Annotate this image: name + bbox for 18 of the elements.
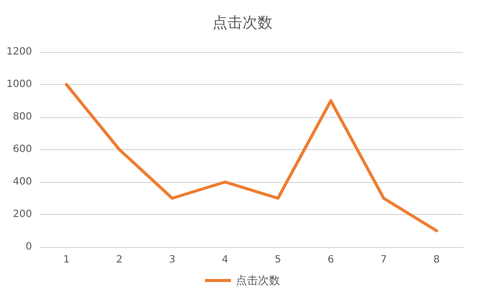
chart-title: 点击次数: [212, 14, 272, 32]
y-tick-label: 800: [12, 112, 32, 122]
x-tick-label: 1: [63, 254, 70, 266]
line-series: [64, 83, 438, 232]
y-tick-label: 1000: [6, 79, 32, 90]
x-tick-label: 5: [274, 254, 282, 266]
y-tick-label: 600: [12, 144, 32, 155]
x-tick-label: 8: [433, 254, 440, 266]
x-tick-label: 2: [116, 254, 122, 266]
y-tick-label: 0: [26, 242, 32, 252]
y-tick-label: 400: [12, 176, 32, 188]
y-tick-label: 200: [12, 209, 32, 220]
x-tick-label: 3: [169, 254, 176, 266]
legend-label: 点击次数: [236, 274, 280, 287]
x-tick-label: 4: [222, 254, 228, 266]
x-tick-label: 6: [328, 254, 334, 266]
y-tick-label: 1200: [6, 46, 32, 58]
x-tick-label: 7: [380, 254, 387, 266]
